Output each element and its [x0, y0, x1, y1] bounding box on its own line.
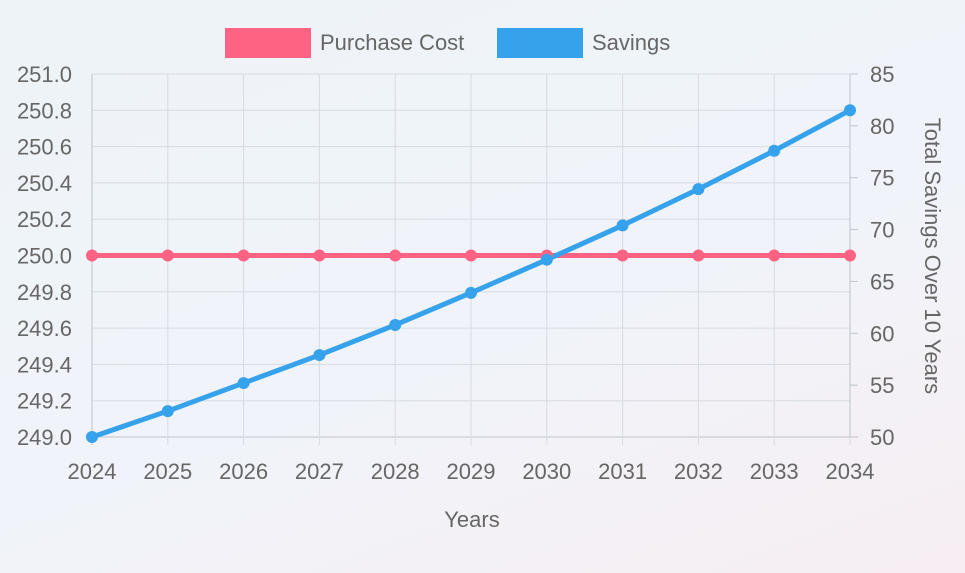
x-tick-label: 2029 — [447, 459, 496, 484]
right-y-tick-label: 60 — [870, 321, 894, 346]
data-point-savings[interactable] — [465, 286, 477, 299]
data-point-purchase-cost[interactable] — [161, 249, 174, 262]
legend-swatch-savings[interactable] — [497, 28, 583, 58]
x-tick-label: 2025 — [143, 459, 192, 484]
legend-label-purchase-cost[interactable]: Purchase Cost — [320, 30, 464, 55]
left-y-tick-label: 249.6 — [17, 316, 72, 341]
left-y-tick-label: 249.8 — [17, 280, 72, 305]
right-y-tick-label: 75 — [870, 166, 894, 191]
left-y-tick-label: 249.2 — [17, 389, 72, 414]
left-y-tick-label: 250.0 — [17, 244, 72, 269]
data-point-purchase-cost[interactable] — [844, 249, 856, 262]
x-tick-label: 2028 — [371, 459, 420, 484]
left-y-tick-label: 249.0 — [17, 425, 72, 450]
x-tick-label: 2031 — [598, 459, 647, 484]
x-axis-title: Years — [444, 507, 499, 532]
x-tick-label: 2026 — [219, 459, 268, 484]
legend-swatch-purchase-cost[interactable] — [225, 28, 311, 58]
right-y-tick-label: 55 — [870, 373, 894, 398]
left-y-tick-label: 250.4 — [17, 171, 72, 196]
data-point-savings[interactable] — [844, 104, 856, 117]
right-y-tick-label: 50 — [870, 425, 894, 450]
left-y-tick-label: 250.8 — [17, 98, 72, 123]
left-y-axis-ticks: 251.0 250.8 250.6 250.4 250.2 250.0 249.8 249.6… — [17, 62, 72, 450]
x-tick-label: 2030 — [522, 459, 571, 484]
data-point-savings[interactable] — [237, 377, 250, 390]
left-y-tick-label: 251.0 — [17, 62, 72, 87]
right-y-tick-label: 65 — [870, 269, 894, 294]
right-y-tick-label: 80 — [870, 114, 894, 139]
data-point-purchase-cost[interactable] — [465, 249, 477, 262]
data-point-savings[interactable] — [692, 183, 705, 196]
x-tick-label: 2033 — [750, 459, 799, 484]
right-y-axis-ticks: 85 80 75 70 65 60 55 50 — [850, 62, 894, 450]
data-point-savings[interactable] — [768, 144, 781, 157]
x-tick-label: 2032 — [674, 459, 723, 484]
data-point-savings[interactable] — [540, 253, 553, 266]
left-y-tick-label: 250.2 — [17, 207, 72, 232]
x-tick-label: 2027 — [295, 459, 344, 484]
x-axis-ticks: 2024 2025 2026 2027 2028 2029 2030 2031 2032 2033… — [68, 459, 875, 484]
data-point-purchase-cost[interactable] — [616, 249, 629, 262]
data-point-purchase-cost[interactable] — [692, 249, 705, 262]
data-point-purchase-cost[interactable] — [768, 249, 781, 262]
data-point-purchase-cost[interactable] — [389, 249, 402, 262]
right-y-axis-title: Total Savings Over 10 Years — [920, 118, 945, 394]
left-y-tick-label: 250.6 — [17, 135, 72, 160]
data-point-purchase-cost[interactable] — [237, 249, 250, 262]
data-point-savings[interactable] — [616, 219, 629, 232]
left-y-tick-label: 249.4 — [17, 352, 72, 377]
series-layer — [86, 104, 856, 443]
legend-label-savings[interactable]: Savings — [592, 30, 670, 55]
data-point-savings[interactable] — [313, 349, 326, 362]
data-point-savings[interactable] — [161, 405, 174, 418]
data-point-purchase-cost[interactable] — [86, 249, 98, 262]
right-y-tick-label: 70 — [870, 218, 894, 243]
x-tick-label: 2034 — [826, 459, 875, 484]
data-point-savings[interactable] — [389, 318, 402, 331]
x-tick-label: 2024 — [68, 459, 117, 484]
data-point-purchase-cost[interactable] — [313, 249, 326, 262]
legend[interactable]: Purchase Cost Savings — [225, 28, 670, 58]
right-y-tick-label: 85 — [870, 62, 894, 87]
data-point-savings[interactable] — [86, 431, 98, 443]
